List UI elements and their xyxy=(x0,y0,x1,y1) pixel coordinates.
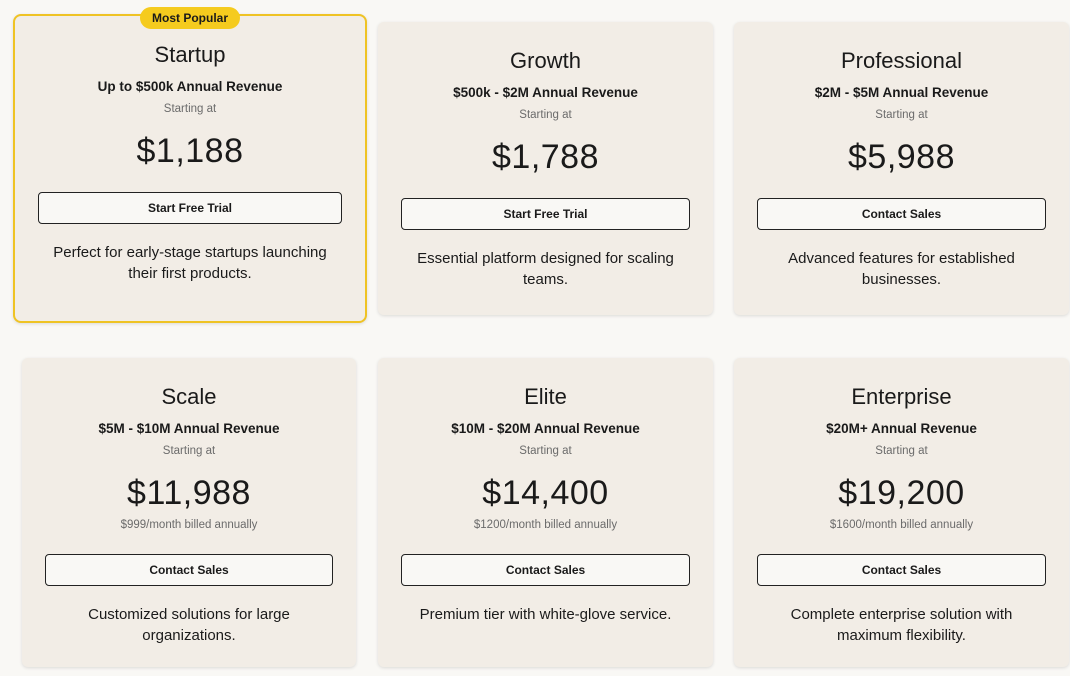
plan-description: Complete enterprise solution with maximum… xyxy=(791,604,1013,646)
description-line: their first products. xyxy=(128,265,252,282)
revenue-range: $10M - $20M Annual Revenue xyxy=(451,421,640,436)
pricing-card: Elite $10M - $20M Annual Revenue Starting … xyxy=(378,358,713,667)
revenue-range: $20M+ Annual Revenue xyxy=(826,421,977,436)
description-line: Perfect for early-stage startups launchi… xyxy=(53,244,327,261)
description-line: Essential platform designed for scaling xyxy=(417,250,674,267)
description-line: teams. xyxy=(522,271,568,288)
pricing-card: Scale $5M - $10M Annual Revenue Starting a… xyxy=(22,358,356,667)
pricing-card: Most Popular Startup Up to $500k Annual Re… xyxy=(13,7,367,323)
description-line: Complete enterprise solution with xyxy=(790,606,1013,623)
plan-description: Customized solutions for large organizati… xyxy=(88,604,290,646)
starting-at-label: Starting at xyxy=(875,109,928,121)
pricing-card: Growth $500k - $2M Annual Revenue Starting… xyxy=(378,22,713,315)
plan-name: Elite xyxy=(524,384,567,409)
pricing-card: Enterprise $20M+ Annual Revenue Starting a… xyxy=(734,358,1069,667)
revenue-range: $500k - $2M Annual Revenue xyxy=(453,85,638,100)
plan-button[interactable]: Contact Sales xyxy=(401,554,690,586)
popular-badge: Most Popular xyxy=(139,7,241,29)
starting-at-label: Starting at xyxy=(519,109,572,121)
plan-name: Growth xyxy=(510,48,581,73)
plan-button[interactable]: Start Free Trial xyxy=(401,198,690,230)
description-line: Advanced features for established xyxy=(788,250,1015,267)
pricing-card: Professional $2M - $5M Annual Revenue Star… xyxy=(734,22,1069,315)
revenue-range: $2M - $5M Annual Revenue xyxy=(814,85,989,100)
plan-button[interactable]: Contact Sales xyxy=(757,198,1046,230)
plan-price: $19,200 xyxy=(838,474,965,512)
revenue-range: $5M - $10M Annual Revenue xyxy=(98,421,280,436)
plan-price: $1,788 xyxy=(492,138,599,176)
plan-button[interactable]: Contact Sales xyxy=(757,554,1046,586)
description-line: businesses. xyxy=(861,271,942,288)
starting-at-label: Starting at xyxy=(163,103,217,115)
description-line: organizations. xyxy=(142,627,236,644)
starting-at-label: Starting at xyxy=(162,445,216,457)
plan-name: Professional xyxy=(840,48,963,73)
description-line: maximum flexibility. xyxy=(837,627,966,644)
plan-description: Premium tier with white-glove service. xyxy=(420,604,672,625)
plan-name: Scale xyxy=(161,384,217,409)
plan-button[interactable]: Start Free Trial xyxy=(38,192,342,224)
plan-price: $1,188 xyxy=(136,132,244,170)
starting-at-label: Starting at xyxy=(519,445,572,457)
plan-name: Startup xyxy=(154,42,226,67)
plan-name: Enterprise xyxy=(851,384,952,409)
plan-price: $5,988 xyxy=(848,138,955,176)
plan-description: Essential platform designed for scaling t… xyxy=(417,248,674,290)
starting-at-label: Starting at xyxy=(875,445,928,457)
monthly-price: $999/month billed annually xyxy=(120,519,258,531)
monthly-price: $1200/month billed annually xyxy=(473,519,618,531)
plan-price: $14,400 xyxy=(482,474,609,512)
description-line: Customized solutions for large xyxy=(88,606,290,623)
plan-description: Advanced features for established busines… xyxy=(788,248,1015,290)
monthly-price: $1600/month billed annually xyxy=(829,519,974,531)
plan-button[interactable]: Contact Sales xyxy=(45,554,333,586)
plan-price: $11,988 xyxy=(127,474,251,512)
plan-description: Perfect for early-stage startups launchi… xyxy=(53,242,326,284)
revenue-range: Up to $500k Annual Revenue xyxy=(97,79,283,94)
description-line: Premium tier with white-glove service. xyxy=(419,606,672,623)
